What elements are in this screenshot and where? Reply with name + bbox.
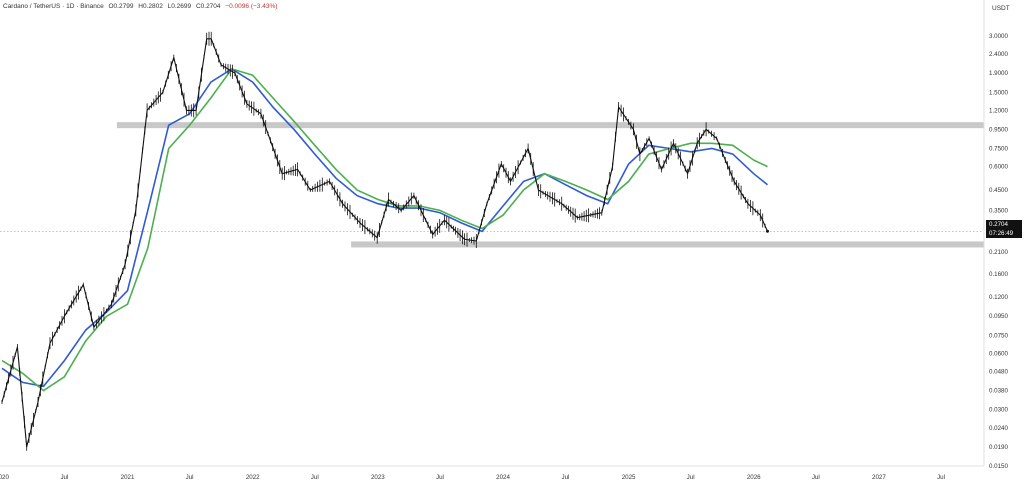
ma-slow-line bbox=[1, 67, 768, 392]
y-tick-label: 0.0950 bbox=[989, 313, 1008, 320]
moving-averages-layer bbox=[1, 67, 768, 392]
y-tick-label: 1.9000 bbox=[989, 70, 1008, 77]
y-tick-label: 0.0190 bbox=[989, 444, 1008, 451]
x-tick-label: 2022 bbox=[246, 474, 260, 481]
y-tick-label: 0.6000 bbox=[989, 164, 1008, 171]
x-tick-label: Jul bbox=[937, 474, 945, 481]
x-tick-label: Jul bbox=[562, 474, 570, 481]
y-tick-label: 0.0380 bbox=[989, 388, 1008, 395]
y-tick-label: 0.0750 bbox=[989, 332, 1008, 339]
y-tick-label: 0.0300 bbox=[989, 407, 1008, 414]
support-resistance-zone bbox=[351, 241, 985, 248]
y-tick-label: 0.0240 bbox=[989, 425, 1008, 432]
ma-fast-line bbox=[1, 67, 768, 388]
last-price-point bbox=[765, 229, 769, 233]
y-tick-label: 0.9500 bbox=[989, 126, 1008, 133]
y-tick-label: 0.2100 bbox=[989, 249, 1008, 256]
y-tick-label: 1.2000 bbox=[989, 107, 1008, 114]
x-tick-label: Jul bbox=[812, 474, 820, 481]
x-tick-label: 2027 bbox=[872, 474, 886, 481]
x-tick-label: 2024 bbox=[496, 474, 510, 481]
y-tick-label: 0.1600 bbox=[989, 271, 1008, 278]
support-resistance-zone bbox=[116, 122, 984, 129]
x-tick-label: Jul bbox=[311, 474, 319, 481]
y-tick-label: 0.1200 bbox=[989, 294, 1008, 301]
x-tick-label: Jul bbox=[687, 474, 695, 481]
zones-layer bbox=[116, 122, 985, 248]
bar-countdown: 07:26:49 bbox=[989, 230, 1014, 237]
x-tick-label: Jul bbox=[60, 474, 68, 481]
y-tick-label: 0.0150 bbox=[989, 463, 1008, 470]
chart-header: Cardano / TetherUS · 1D · Binance O0.279… bbox=[3, 3, 280, 10]
y-tick-label: 0.7500 bbox=[989, 146, 1008, 153]
x-tick-label: 2026 bbox=[747, 474, 761, 481]
y-tick-label: 0.0600 bbox=[989, 350, 1008, 357]
low-value: L0.2699 bbox=[167, 3, 192, 10]
price-axis[interactable]: 3.0000 2.4000 1.9000 1.5000 1.2000 0.9500 0.75… bbox=[989, 33, 1008, 470]
symbol-title[interactable]: Cardano / TetherUS · 1D · Binance bbox=[3, 3, 104, 10]
x-tick-label: 2021 bbox=[121, 474, 135, 481]
price-series-layer bbox=[1, 31, 769, 451]
y-tick-label: 0.3500 bbox=[989, 207, 1008, 214]
y-tick-label: 3.0000 bbox=[989, 33, 1008, 40]
y-tick-label: 1.5000 bbox=[989, 89, 1008, 96]
y-tick-label: 2.4000 bbox=[989, 51, 1008, 58]
x-tick-label: Jul bbox=[436, 474, 444, 481]
change-value: −0.0096 (−3.43%) bbox=[225, 3, 278, 10]
current-price-tag: 0.2704 07:26:49 bbox=[986, 220, 1022, 238]
open-value: O0.2799 bbox=[108, 3, 134, 10]
close-value: C0.2704 bbox=[195, 3, 221, 10]
current-price-value: 0.2704 bbox=[989, 221, 1008, 228]
y-tick-label: 0.0480 bbox=[989, 369, 1008, 376]
currency-unit-label[interactable]: USDT bbox=[992, 5, 1010, 12]
y-tick-label: 0.4500 bbox=[989, 187, 1008, 194]
x-tick-label: 2023 bbox=[371, 474, 385, 481]
high-value: H0.2802 bbox=[138, 3, 163, 10]
x-tick-label: Jul bbox=[186, 474, 194, 481]
x-tick-label: 2025 bbox=[622, 474, 636, 481]
x-tick-label: 2020 bbox=[0, 474, 9, 481]
time-axis[interactable]: 2020 Jul 2021 Jul 2022 Jul 2023 Jul 2024 Jul 2025 J… bbox=[0, 474, 945, 481]
